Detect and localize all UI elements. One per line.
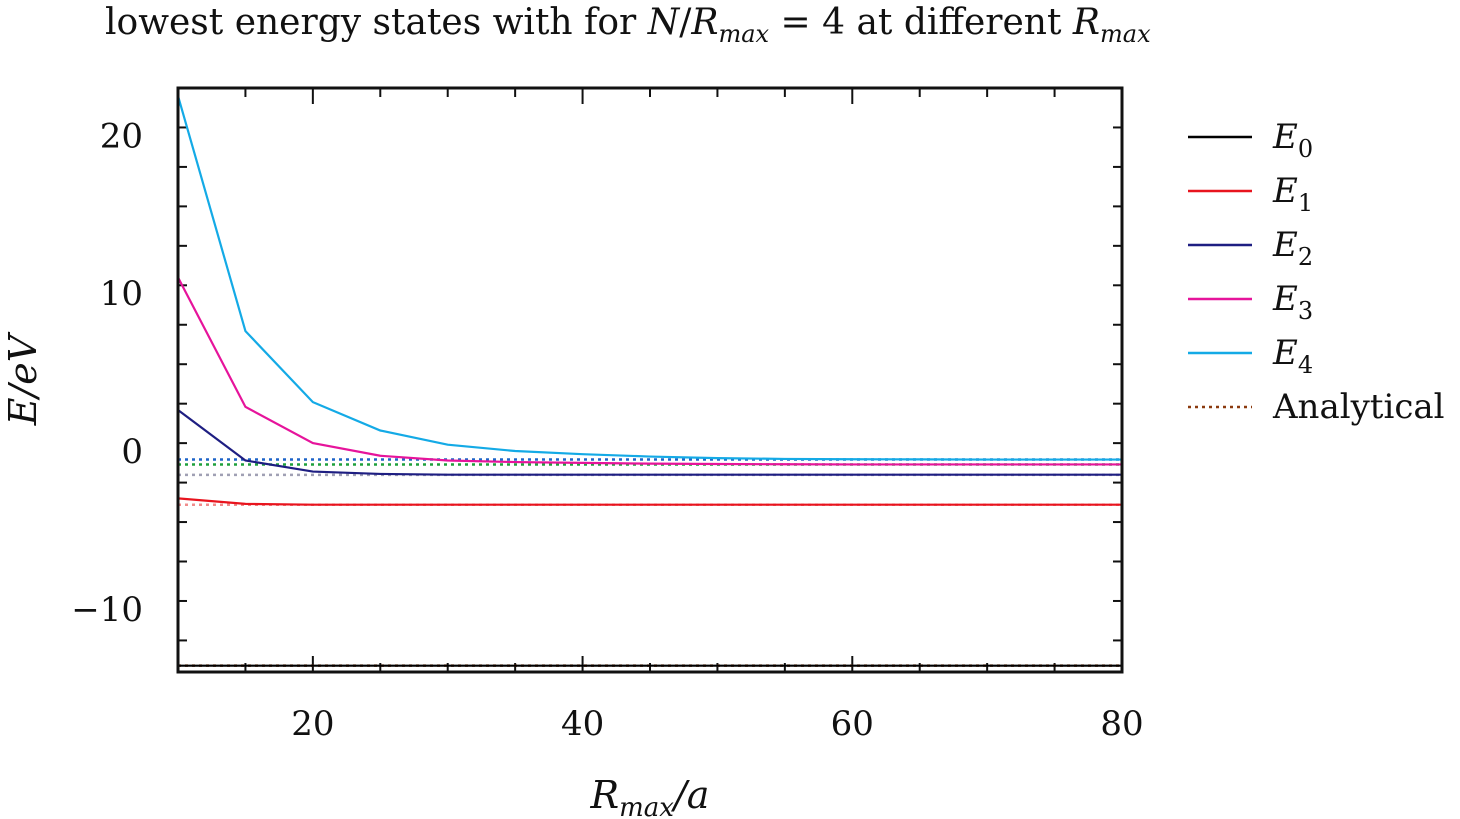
x-axis-label: Rmax/a [590, 773, 710, 819]
series-line-E4 [178, 95, 1122, 461]
series-line-E3 [178, 276, 1122, 466]
x-tick-label: 40 [561, 704, 604, 744]
legend-label-E1: E1 [1272, 171, 1313, 217]
series-line-E2 [178, 409, 1122, 476]
analytical-lines [178, 458, 1122, 667]
x-tick-label: 20 [291, 704, 334, 744]
chart-title: lowest energy states with for N/Rmax = 4… [105, 2, 1151, 48]
legend-label-E4: E4 [1272, 333, 1313, 379]
x-tick-label: 60 [831, 704, 874, 744]
y-axis-label: E/eV [1, 331, 45, 426]
series-line-E1 [178, 497, 1122, 506]
legend-label-analytical: Analytical [1272, 387, 1445, 427]
legend: E0 E1 E2 E3 E4 Analytical [1188, 117, 1445, 427]
tick-labels: 20 40 60 80 −10 0 10 20 [71, 116, 1143, 744]
axis-ticks [177, 88, 1123, 672]
y-tick-label: −10 [71, 590, 143, 630]
y-tick-label: 20 [100, 116, 143, 156]
plot-frame [176, 86, 1124, 674]
legend-label-E0: E0 [1272, 117, 1313, 163]
y-tick-label: 0 [121, 432, 143, 472]
series-lines [178, 95, 1122, 667]
y-tick-label: 10 [100, 274, 143, 314]
legend-label-E3: E3 [1272, 279, 1313, 325]
legend-label-E2: E2 [1272, 225, 1313, 271]
x-tick-label: 80 [1100, 704, 1143, 744]
